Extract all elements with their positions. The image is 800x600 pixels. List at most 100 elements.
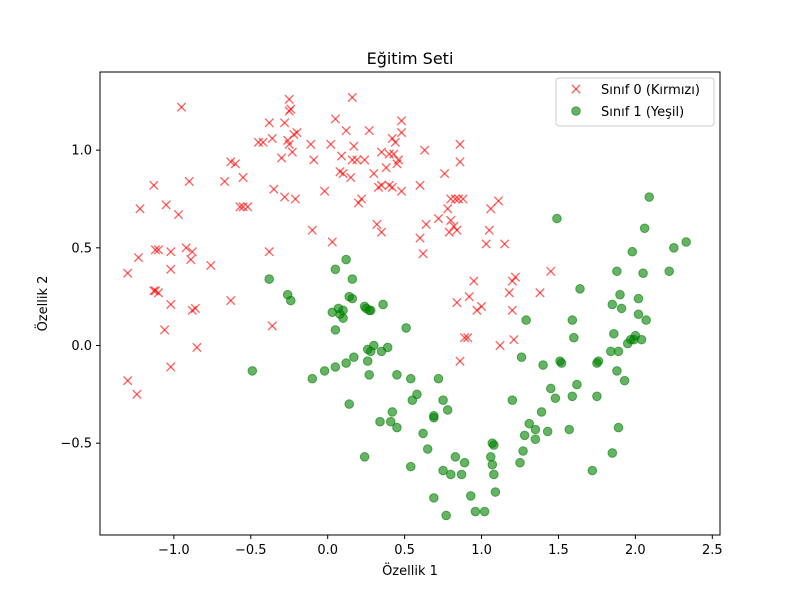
legend-circle-marker-icon — [571, 106, 581, 116]
data-point-class-1 — [485, 452, 496, 462]
data-point-class-0 — [153, 245, 164, 255]
data-point-class-1 — [401, 323, 411, 333]
data-point-class-0 — [327, 237, 338, 247]
data-point-class-1 — [633, 309, 644, 320]
data-point-class-0 — [326, 139, 336, 149]
data-point-class-0 — [253, 137, 264, 148]
data-point-class-1 — [347, 274, 358, 284]
data-point-class-0 — [176, 102, 187, 112]
data-point-class-0 — [264, 118, 274, 128]
data-point-class-0 — [439, 168, 450, 179]
data-point-class-1 — [341, 358, 351, 368]
data-point-class-0 — [464, 291, 474, 302]
data-point-class-1 — [479, 506, 490, 517]
data-point-class-0 — [481, 239, 491, 249]
data-point-class-1 — [330, 264, 341, 275]
data-point-class-1 — [307, 373, 318, 384]
data-point-class-1 — [669, 243, 679, 253]
data-point-class-0 — [290, 194, 301, 204]
data-point-class-1 — [550, 393, 561, 404]
data-point-class-0 — [258, 137, 268, 148]
data-point-class-1 — [418, 428, 428, 439]
plot-area-frame — [99, 71, 721, 536]
legend-marker-class-0 — [571, 84, 581, 94]
data-point-class-0 — [419, 145, 430, 155]
data-point-class-0 — [186, 254, 196, 265]
data-point-class-0 — [462, 332, 473, 343]
data-point-class-1 — [490, 487, 501, 497]
data-point-class-0 — [307, 225, 318, 235]
data-point-class-1 — [681, 237, 691, 247]
data-point-class-0 — [376, 227, 387, 237]
data-point-class-1 — [375, 416, 385, 427]
data-point-class-1 — [524, 418, 535, 429]
data-point-class-0 — [192, 342, 202, 353]
x-tick-label: −0.5 — [235, 543, 267, 558]
y-axis-title: Özellik 2 — [34, 276, 51, 332]
series-class-1 — [247, 192, 691, 521]
data-point-class-0 — [161, 200, 171, 210]
data-point-class-1 — [516, 352, 527, 363]
data-point-class-1 — [564, 424, 575, 435]
points-layer — [122, 92, 691, 521]
legend-marker-class-1 — [571, 106, 581, 116]
data-point-class-0 — [396, 127, 407, 138]
y-tick-label: 0.0 — [71, 339, 92, 354]
data-point-class-0 — [132, 389, 142, 400]
data-point-class-0 — [486, 204, 496, 214]
data-point-class-1 — [575, 284, 585, 294]
data-point-class-1 — [438, 465, 448, 476]
data-point-class-1 — [364, 305, 375, 316]
data-point-class-1 — [433, 373, 444, 384]
data-point-class-0 — [546, 266, 556, 276]
data-point-class-1 — [319, 366, 330, 376]
data-point-class-1 — [456, 469, 467, 480]
data-point-class-0 — [455, 139, 465, 149]
legend-label-class-1: Sınıf 1 (Yeşil) — [601, 105, 684, 120]
data-point-class-1 — [470, 506, 481, 517]
data-point-class-1 — [664, 266, 675, 277]
data-point-class-1 — [445, 469, 456, 480]
data-point-class-1 — [536, 407, 547, 417]
data-point-class-1 — [489, 469, 499, 480]
data-point-class-1 — [609, 328, 619, 339]
chart-title: Eğitim Seti — [367, 49, 454, 68]
data-point-class-0 — [166, 247, 176, 257]
legend-box — [555, 77, 715, 127]
data-point-class-0 — [187, 247, 198, 257]
data-point-class-0 — [338, 168, 348, 179]
data-point-class-0 — [455, 157, 465, 167]
data-point-class-0 — [446, 215, 456, 226]
data-point-class-1 — [405, 461, 416, 472]
data-point-class-1 — [616, 303, 627, 314]
data-point-class-1 — [422, 444, 433, 454]
data-point-class-0 — [190, 303, 201, 314]
data-point-class-0 — [484, 225, 494, 235]
data-point-class-0 — [535, 288, 545, 298]
data-point-class-1 — [264, 274, 275, 284]
data-point-class-0 — [421, 219, 431, 230]
data-point-class-0 — [173, 209, 184, 220]
data-point-class-0 — [396, 116, 407, 126]
y-axis: −0.5 0.0 0.5 1.0 — [60, 144, 100, 452]
data-point-class-1 — [615, 289, 625, 300]
data-point-class-1 — [344, 399, 355, 409]
x-tick-label: 0.0 — [317, 543, 338, 558]
x-tick-label: 2.0 — [625, 543, 646, 558]
data-point-class-0 — [396, 186, 407, 196]
data-point-class-0 — [507, 305, 518, 316]
data-point-class-0 — [459, 332, 470, 343]
data-point-class-1 — [429, 493, 439, 503]
data-point-class-1 — [349, 352, 359, 363]
data-point-class-0 — [267, 321, 278, 331]
data-point-class-0 — [415, 233, 425, 243]
data-point-class-1 — [530, 424, 541, 435]
data-point-class-0 — [442, 204, 453, 214]
x-tick-label: 2.5 — [702, 543, 723, 558]
data-point-class-1 — [392, 422, 402, 433]
data-point-class-1 — [515, 457, 525, 468]
data-point-class-0 — [349, 141, 359, 151]
data-point-class-0 — [387, 133, 398, 144]
data-point-class-0 — [206, 260, 216, 271]
data-point-class-0 — [384, 149, 394, 159]
